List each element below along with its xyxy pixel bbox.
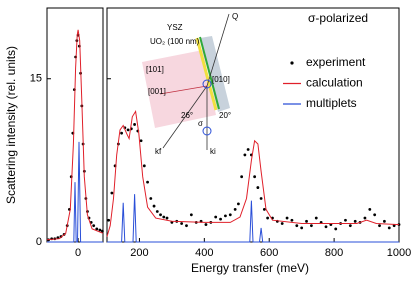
data-point [233,207,237,211]
x-tick-label: 400 [195,247,213,259]
data-point [353,219,357,223]
inset-label: [001] [148,87,166,96]
data-point [95,227,99,231]
data-point [110,191,114,195]
data-point [139,139,143,143]
inset-label: 20° [219,111,231,120]
data-point [295,224,299,228]
data-point [259,197,263,200]
axis-001 [159,85,208,95]
data-point [383,219,386,223]
left-panel-frame [46,7,104,243]
data-point [149,197,153,200]
data-point [240,175,244,179]
legend-label: calculation [306,76,363,90]
inset-label: YSZ [167,23,183,32]
data-point [344,218,347,222]
crystal-plane [142,50,216,128]
data-point [348,224,352,228]
data-point [204,223,208,226]
x-axis-label: Energy transfer (meV) [191,261,309,275]
y-tick-label: 15 [30,73,42,85]
axis-010-marker [202,79,212,89]
data-point [280,222,284,225]
x-tick-label: 200 [130,247,148,259]
data-point [162,215,166,219]
series-line [107,194,399,243]
x-tick-label: 1000 [387,247,411,259]
data-point [92,224,96,228]
inset-label: kf [155,147,162,156]
legend-marker [290,61,294,65]
inset-label: 26° [181,111,193,120]
data-point [305,219,308,223]
data-point [334,227,338,231]
data-point [378,224,381,228]
data-point [219,217,222,221]
data-point [107,218,111,222]
inset-diagram [142,13,230,150]
data-point [392,224,396,228]
film-layer [195,37,218,111]
data-point [243,153,247,157]
inset-label: Q [232,12,238,21]
data-point [246,148,250,151]
data-point [98,228,102,232]
data-point [214,215,218,219]
data-point [146,180,149,184]
x-tick-label: 0 [75,247,81,259]
data-point [165,216,169,220]
data-point [189,213,193,217]
legend-label: multiplets [306,96,357,110]
data-point [253,175,257,179]
data-point [142,164,146,168]
data-point [387,226,391,230]
data-point [290,218,294,222]
data-point [363,216,367,220]
data-point [368,207,372,211]
legend-label: experiment [306,55,366,69]
data-point [256,186,260,189]
data-point [224,214,227,218]
data-point [120,131,123,135]
data-point [100,229,104,233]
data-point [159,213,162,217]
polarization-label: σ-polarized [308,11,368,25]
data-point [285,216,289,220]
data-point [266,216,269,220]
series-line [106,109,400,237]
x-tick-label: 600 [260,247,278,259]
data-point [155,210,159,213]
data-point [262,207,266,211]
data-point [180,222,184,225]
y-axis-label: Scattering intensity (rel. units) [4,46,18,204]
data-point [314,216,318,220]
data-point [300,226,304,230]
y-tick-label: 0 [36,236,42,248]
film-layer [199,36,220,110]
inset-label: UO₂ (100 nm) [150,37,200,46]
inset-label: ki [210,147,216,156]
polarization-marker [202,126,212,136]
data-point [228,213,232,217]
inset-label: [101] [146,65,164,74]
data-point [310,224,313,228]
substrate [200,36,230,112]
data-point [152,204,156,208]
q-vector [206,13,230,87]
x-tick-label: 800 [325,247,343,259]
data-point [373,213,377,217]
inset-label: σ [198,119,203,128]
data-point [324,225,328,229]
series-line [47,141,103,243]
data-point [237,202,240,206]
data-point [126,128,130,132]
data-point [185,224,188,228]
kf-vector [162,85,208,149]
inset-label: [010] [212,75,230,84]
data-point [133,123,136,126]
series-line [46,29,104,241]
